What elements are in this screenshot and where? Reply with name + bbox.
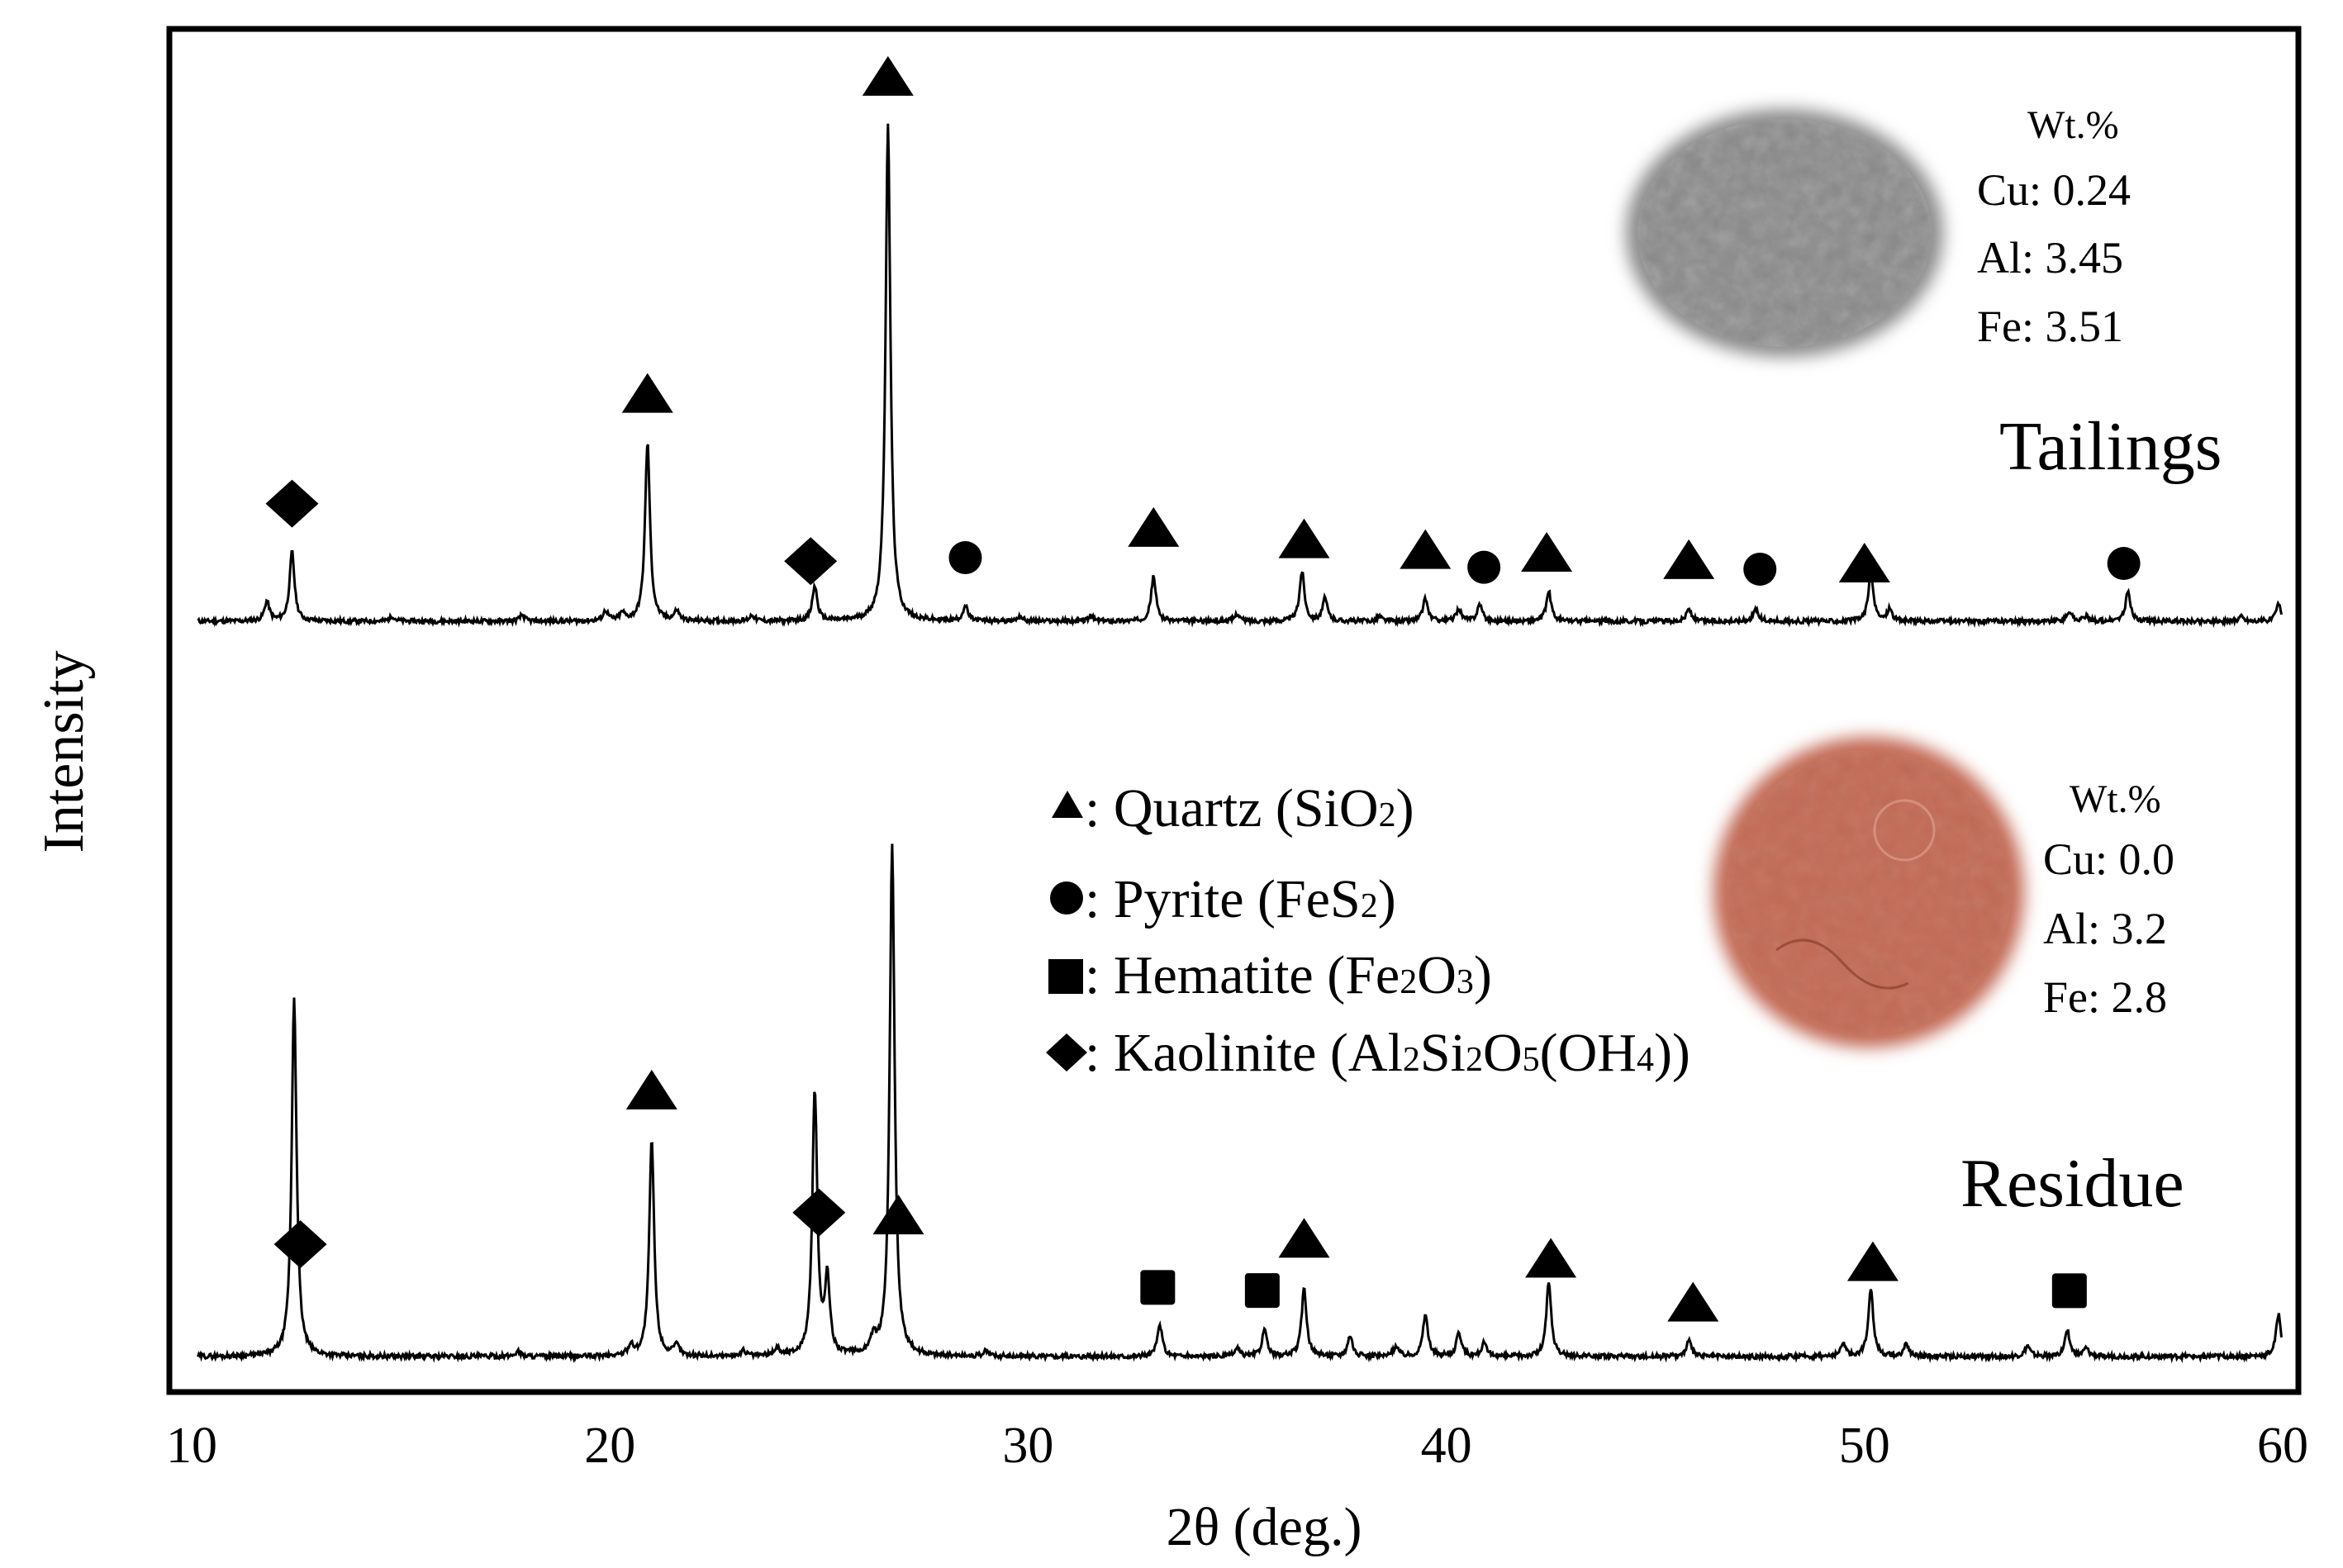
x-tick-label: 60 [2257, 1418, 2308, 1474]
tailings-triangle-marker [1278, 518, 1330, 558]
residue-square-marker [1140, 1270, 1176, 1305]
tailings-al: Al: 3.45 [1977, 233, 2123, 283]
x-tick-label: 30 [1002, 1418, 1053, 1474]
tailings-triangle-marker [1521, 532, 1573, 573]
residue-triangle-marker [1278, 1218, 1330, 1258]
tailings-triangle-marker [1128, 506, 1180, 547]
x-axis-label: 2θ (deg.) [1167, 1497, 1362, 1557]
legend-diamond-icon [1046, 1033, 1087, 1071]
legend-pyrite: : Pyrite (FeS2) [1050, 869, 1396, 929]
legend-kaolinite: : Kaolinite (Al2Si2O5(OH4)) [1046, 1023, 1690, 1083]
x-tick-label: 20 [584, 1418, 635, 1474]
tailings-triangle-marker [621, 373, 673, 413]
tailings-circle-marker [1467, 550, 1501, 584]
legend-quartz-label: : Quartz (SiO2) [1085, 778, 1414, 839]
legend-square-icon [1048, 959, 1083, 994]
tailings-circle-marker [2107, 547, 2141, 581]
residue-cu: Cu: 0.0 [2043, 834, 2174, 884]
tailings-circle-marker [948, 541, 982, 575]
legend-hematite-label: : Hematite (Fe2O3) [1085, 945, 1492, 1005]
residue-diamond-marker [273, 1220, 327, 1269]
residue-fe: Fe: 2.8 [2043, 972, 2167, 1022]
tailings-cu: Cu: 0.24 [1977, 165, 2131, 215]
plot-frame [166, 26, 2302, 1395]
tailings-photo [1626, 109, 1943, 357]
tailings-fe: Fe: 3.51 [1977, 302, 2123, 351]
residue-triangle-marker [1846, 1241, 1899, 1281]
legend-circle-icon [1050, 881, 1083, 915]
x-tick-label: 10 [166, 1418, 217, 1474]
legend: : Quartz (SiO2) : Pyrite (FeS2) : Hemati… [1046, 778, 1690, 1083]
tailings-triangle-marker [1400, 529, 1452, 569]
x-axis-ticks: 10 20 30 40 50 60 [166, 1418, 2308, 1474]
y-axis-label: Intensity [32, 651, 96, 853]
tailings-triangle-marker [1663, 539, 1715, 579]
x-tick-label: 50 [1839, 1418, 1890, 1474]
residue-wt-header: Wt.% [2070, 777, 2161, 821]
residue-triangle-marker [1667, 1281, 1719, 1322]
tailings-triangle-marker [862, 55, 914, 96]
residue-square-marker [1244, 1273, 1280, 1309]
legend-pyrite-label: : Pyrite (FeS2) [1085, 869, 1396, 929]
residue-diamond-marker [792, 1188, 846, 1237]
residue-triangle-marker [1525, 1238, 1577, 1278]
legend-quartz: : Quartz (SiO2) [1052, 778, 1414, 839]
residue-label: Residue [1960, 1145, 2184, 1222]
residue-triangle-marker [625, 1069, 677, 1109]
tailings-spectrum-line [197, 123, 2283, 629]
residue-spectrum-line [197, 843, 2283, 1364]
tailings-wt-header: Wt.% [2027, 103, 2119, 147]
tailings-circle-marker [1743, 552, 1777, 586]
residue-composition: Wt.% Cu: 0.0 Al: 3.2 Fe: 2.8 [2043, 777, 2174, 1022]
peak-markers [265, 55, 2141, 1322]
legend-kaolinite-label: : Kaolinite (Al2Si2O5(OH4)) [1085, 1023, 1690, 1083]
residue-al: Al: 3.2 [2043, 904, 2167, 953]
tailings-triangle-marker [1838, 543, 1890, 583]
tailings-diamond-marker [784, 537, 838, 586]
tailings-composition: Wt.% Cu: 0.24 Al: 3.45 Fe: 3.51 [1977, 103, 2131, 351]
residue-triangle-marker [872, 1195, 924, 1235]
residue-photo [1713, 737, 2024, 1048]
x-tick-label: 40 [1421, 1418, 1472, 1474]
tailings-label: Tailings [1999, 408, 2222, 485]
legend-hematite: : Hematite (Fe2O3) [1048, 945, 1492, 1005]
legend-triangle-icon [1052, 791, 1083, 818]
residue-square-marker [2051, 1273, 2087, 1309]
tailings-diamond-marker [265, 479, 319, 528]
